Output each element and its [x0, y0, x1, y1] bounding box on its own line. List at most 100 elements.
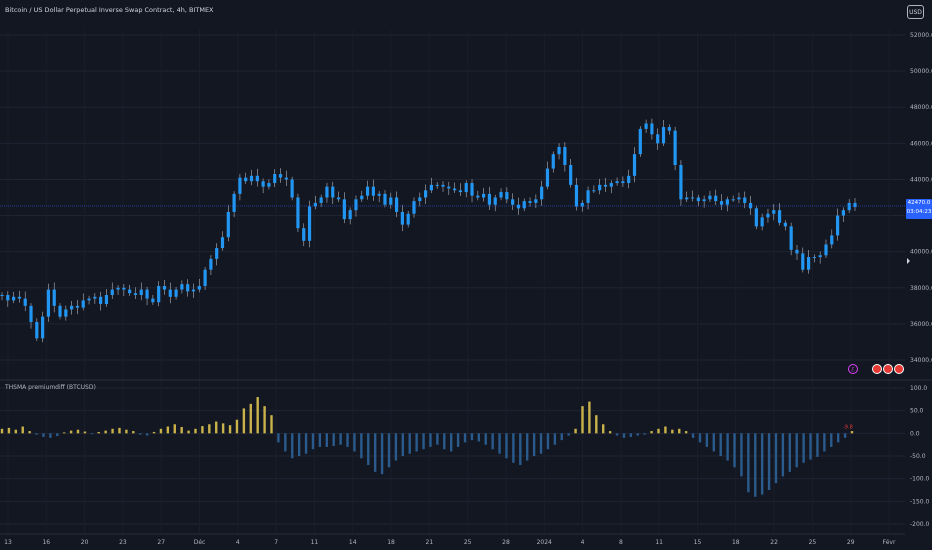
indicator-tick-label: -200.0: [910, 521, 930, 528]
time-tick-label: 27: [157, 539, 165, 546]
price-tick-label: 34000.0: [910, 357, 932, 364]
event-icons[interactable]: ℰ: [848, 364, 904, 374]
candle: [284, 177, 288, 180]
candle: [29, 305, 33, 323]
time-tick-label: 15: [694, 539, 702, 546]
candle: [354, 199, 358, 211]
histogram-bar: [242, 408, 246, 434]
price-axis[interactable]: 52000.050000.048000.046000.044000.042000…: [910, 32, 932, 364]
histogram-bar: [650, 431, 653, 434]
histogram-bar: [774, 433, 778, 484]
candle: [116, 287, 120, 290]
time-tick-label: 25: [809, 539, 817, 546]
currency-button[interactable]: USD: [907, 5, 924, 19]
price-tick-label: 50000.0: [910, 68, 932, 75]
candle: [487, 193, 492, 205]
histogram-bar: [678, 428, 681, 434]
candle: [429, 184, 434, 191]
histogram-bar: [35, 433, 38, 435]
time-axis[interactable]: 13 16 20 23 27 Déc 4 7 11 14 18 21 25 28 2024 4 8 11 15 18 2…: [4, 539, 896, 546]
histogram-bar: [615, 433, 619, 436]
histogram-bar: [795, 433, 798, 468]
histogram-bar: [346, 433, 349, 447]
time-tick-label: 4: [581, 539, 585, 546]
indicator-title: THSMA premiumdiff (BTCUSD): [5, 384, 96, 391]
time-tick-label: 8: [619, 539, 623, 546]
histogram-bar: [14, 429, 18, 434]
candle: [197, 285, 201, 290]
candle: [783, 222, 787, 227]
histogram-bar: [90, 433, 94, 435]
candle: [673, 130, 677, 165]
histogram-bar: [602, 424, 605, 434]
histogram-bar: [657, 428, 660, 434]
candle: [453, 188, 457, 191]
histogram-bar: [339, 433, 342, 445]
candle: [93, 296, 97, 299]
time-tick-label: 16: [42, 539, 50, 546]
candle: [249, 175, 254, 182]
candle: [592, 190, 596, 192]
candle: [226, 211, 230, 238]
histogram-bar: [180, 426, 183, 434]
histogram-bar: [380, 433, 384, 475]
candle: [319, 197, 323, 203]
candle: [191, 289, 196, 292]
candle: [702, 199, 706, 202]
candle: [52, 289, 56, 306]
candle: [644, 123, 648, 129]
histogram-bar: [42, 433, 45, 437]
histogram-bar: [0, 428, 4, 434]
candle: [133, 293, 138, 295]
histogram-bar: [401, 433, 405, 456]
histogram-bar: [443, 433, 446, 450]
price-tick-label: 40000.0: [910, 249, 932, 256]
candle: [296, 197, 300, 229]
candle: [748, 202, 753, 209]
candle: [81, 300, 85, 308]
candle: [273, 174, 277, 184]
histogram-bar: [684, 431, 688, 434]
histogram-bar: [546, 433, 550, 450]
histogram-bar: [415, 433, 418, 452]
candle: [365, 186, 370, 196]
candle: [621, 181, 625, 184]
indicator-tick-label: -50.0: [910, 453, 926, 460]
histogram-bar: [139, 433, 142, 435]
candle: [35, 322, 39, 339]
histogram-bar: [111, 428, 114, 434]
candle: [290, 179, 294, 198]
candle: [139, 289, 143, 295]
histogram-bar: [850, 431, 854, 434]
candle: [499, 192, 503, 198]
bar-countdown: 03:04:23: [906, 209, 932, 215]
candle: [586, 190, 590, 203]
candle: [545, 168, 550, 187]
last-price-tag: 42470.0 03:04:23: [906, 199, 932, 219]
scroll-right-marker[interactable]: [907, 258, 910, 264]
histogram-bar: [429, 433, 432, 447]
candle: [17, 296, 22, 299]
candle: [400, 211, 404, 225]
histogram-bar: [69, 430, 73, 434]
histogram-bar: [104, 430, 107, 434]
histogram-bar: [318, 433, 322, 447]
candle: [325, 186, 329, 198]
earnings-icon[interactable]: [848, 364, 858, 374]
flag-icon[interactable]: [894, 364, 904, 374]
candle: [627, 175, 631, 184]
candle: [64, 309, 68, 317]
flag-icon[interactable]: [883, 364, 893, 374]
indicator-histogram: -9.8: [0, 397, 854, 497]
histogram-bar: [567, 433, 570, 436]
candle: [522, 201, 526, 209]
indicator-tick-label: 50.0: [910, 408, 924, 415]
histogram-bar: [173, 424, 176, 434]
time-tick-label: 25: [464, 539, 472, 546]
histogram-bar: [463, 433, 467, 443]
candle: [157, 285, 161, 303]
indicator-axis[interactable]: 100.0 50.0 0.0 -50.0 -100.0 -150.0 -200.0: [910, 385, 930, 528]
flag-icon[interactable]: [872, 364, 882, 374]
histogram-bar: [691, 433, 695, 438]
